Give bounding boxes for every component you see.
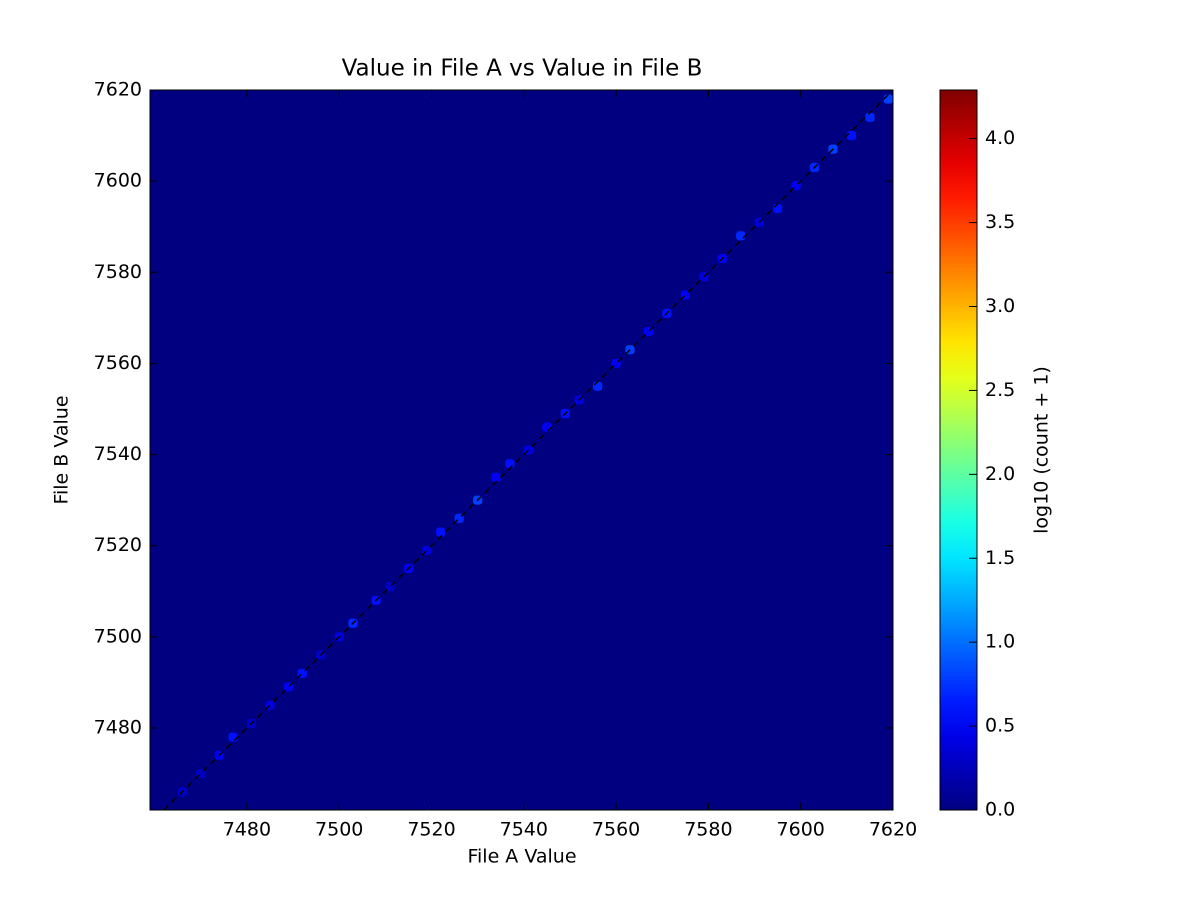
chart-title: Value in File A vs Value in File B: [342, 56, 703, 82]
heat-cell: [491, 472, 501, 482]
colorbar-tick-label: 2.0: [985, 463, 1015, 485]
x-tick-label: 7560: [592, 819, 640, 841]
colorbar: [939, 89, 978, 811]
identity-line: [163, 89, 894, 811]
x-tick-label: 7500: [315, 819, 363, 841]
heat-cell: [542, 422, 552, 432]
heat-cell: [505, 459, 515, 469]
plot-frame: [149, 89, 894, 811]
heat-cell: [883, 94, 893, 104]
plot-background: [150, 90, 893, 810]
y-tick-label: 7480: [94, 716, 142, 738]
y-tick-label: 7580: [94, 261, 142, 283]
colorbar-tick-label: 3.5: [985, 211, 1015, 233]
colorbar-tick-label: 1.5: [985, 547, 1015, 569]
x-axis-label: File A Value: [467, 846, 576, 868]
colorbar-label: log10 (count + 1): [1031, 366, 1053, 534]
heat-cell: [773, 203, 783, 214]
colorbar-tick-label: 2.5: [985, 379, 1015, 401]
x-tick-label: 7580: [684, 819, 732, 841]
x-tick-label: 7600: [777, 819, 825, 841]
heat-cell: [736, 231, 746, 241]
x-tick-label: 7540: [500, 819, 548, 841]
colorbar-tick-label: 3.0: [985, 295, 1015, 317]
x-tick-label: 7480: [223, 819, 271, 841]
y-tick-label: 7560: [94, 352, 142, 374]
heat-cell: [865, 112, 875, 122]
y-tick-label: 7600: [94, 170, 142, 192]
y-tick-label: 7500: [94, 625, 142, 647]
colorbar-tick-label: 0.5: [985, 715, 1015, 737]
heat-cell: [228, 732, 238, 742]
heat-cell: [846, 131, 857, 141]
heat-cell: [436, 527, 446, 537]
heat-cell: [593, 381, 603, 391]
y-tick-label: 7620: [94, 79, 142, 101]
colorbar-tick-label: 1.0: [985, 631, 1015, 653]
colorbar-tick-label: 0.0: [985, 799, 1015, 821]
x-tick-label: 7520: [407, 819, 455, 841]
y-tick-label: 7520: [94, 534, 142, 556]
x-tick-label: 7620: [869, 819, 917, 841]
y-tick-label: 7540: [94, 443, 142, 465]
colorbar-tick-label: 4.0: [985, 127, 1015, 149]
y-axis-label: File B Value: [51, 395, 73, 504]
